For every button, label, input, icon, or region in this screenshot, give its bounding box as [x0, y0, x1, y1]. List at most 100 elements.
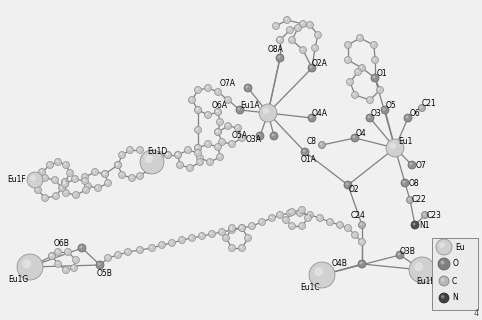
Circle shape	[216, 118, 224, 125]
Circle shape	[305, 214, 311, 221]
Text: Eu1A: Eu1A	[240, 100, 260, 109]
Circle shape	[238, 108, 241, 110]
Circle shape	[208, 160, 210, 162]
Circle shape	[345, 42, 351, 49]
Circle shape	[318, 216, 321, 218]
Circle shape	[230, 142, 232, 144]
Circle shape	[214, 108, 222, 116]
Circle shape	[64, 268, 67, 270]
Circle shape	[115, 252, 121, 259]
Circle shape	[276, 54, 284, 62]
Circle shape	[359, 221, 365, 228]
Circle shape	[289, 36, 295, 44]
Circle shape	[136, 246, 144, 253]
Circle shape	[295, 25, 302, 31]
Circle shape	[301, 22, 303, 24]
Circle shape	[290, 224, 293, 226]
Circle shape	[148, 244, 156, 252]
Circle shape	[105, 254, 111, 261]
Circle shape	[166, 153, 168, 155]
Circle shape	[216, 130, 218, 132]
Circle shape	[224, 236, 227, 238]
Circle shape	[441, 260, 444, 265]
Circle shape	[258, 219, 266, 226]
Circle shape	[420, 106, 422, 108]
Circle shape	[103, 172, 106, 174]
Circle shape	[360, 223, 362, 225]
Circle shape	[286, 210, 294, 217]
Circle shape	[49, 252, 55, 260]
Circle shape	[33, 178, 35, 180]
Circle shape	[358, 260, 366, 268]
Circle shape	[272, 22, 280, 29]
Circle shape	[74, 193, 76, 195]
Circle shape	[359, 238, 365, 245]
Circle shape	[239, 225, 245, 231]
Circle shape	[176, 153, 178, 155]
Text: O6B: O6B	[54, 239, 70, 249]
Circle shape	[345, 57, 351, 63]
Circle shape	[226, 124, 228, 126]
Text: C: C	[452, 276, 457, 285]
Circle shape	[126, 147, 134, 154]
Circle shape	[300, 224, 302, 226]
Circle shape	[360, 262, 362, 264]
Circle shape	[53, 178, 55, 180]
Circle shape	[62, 179, 68, 186]
Circle shape	[240, 226, 242, 228]
Circle shape	[50, 254, 53, 256]
FancyBboxPatch shape	[432, 238, 478, 310]
Circle shape	[214, 143, 222, 150]
Circle shape	[41, 195, 49, 202]
Circle shape	[301, 148, 309, 156]
Text: O2A: O2A	[312, 60, 328, 68]
Circle shape	[299, 46, 307, 53]
Circle shape	[346, 226, 348, 228]
Circle shape	[105, 180, 111, 187]
Circle shape	[309, 66, 312, 68]
Text: C23: C23	[427, 211, 442, 220]
Circle shape	[120, 173, 122, 175]
Circle shape	[197, 158, 203, 165]
Circle shape	[190, 236, 192, 238]
Circle shape	[129, 174, 135, 181]
Circle shape	[138, 174, 140, 176]
Circle shape	[178, 163, 180, 165]
Circle shape	[277, 54, 283, 61]
Text: O5A: O5A	[232, 132, 248, 140]
Circle shape	[216, 110, 218, 112]
Circle shape	[401, 179, 409, 187]
Circle shape	[286, 27, 294, 34]
Circle shape	[199, 233, 205, 239]
Circle shape	[103, 172, 106, 174]
Circle shape	[63, 189, 69, 196]
Circle shape	[346, 58, 348, 60]
Circle shape	[346, 183, 348, 185]
Circle shape	[353, 233, 355, 235]
Circle shape	[54, 158, 62, 165]
Circle shape	[78, 244, 86, 252]
Circle shape	[373, 76, 375, 78]
Text: C22: C22	[412, 196, 427, 204]
Circle shape	[408, 161, 416, 169]
Circle shape	[268, 214, 276, 221]
Circle shape	[347, 78, 353, 85]
Circle shape	[299, 20, 307, 28]
Circle shape	[411, 221, 419, 229]
Circle shape	[410, 163, 413, 165]
Circle shape	[195, 107, 201, 114]
Text: O6A: O6A	[212, 101, 228, 110]
Text: O6: O6	[410, 109, 420, 118]
Circle shape	[353, 136, 355, 138]
Circle shape	[235, 124, 241, 132]
Circle shape	[396, 251, 404, 259]
Circle shape	[63, 182, 66, 184]
Circle shape	[308, 23, 310, 25]
Circle shape	[214, 129, 222, 135]
Circle shape	[368, 98, 370, 100]
Circle shape	[210, 232, 213, 234]
Circle shape	[320, 143, 322, 145]
Circle shape	[206, 158, 214, 165]
Circle shape	[421, 212, 428, 219]
Circle shape	[256, 132, 264, 140]
